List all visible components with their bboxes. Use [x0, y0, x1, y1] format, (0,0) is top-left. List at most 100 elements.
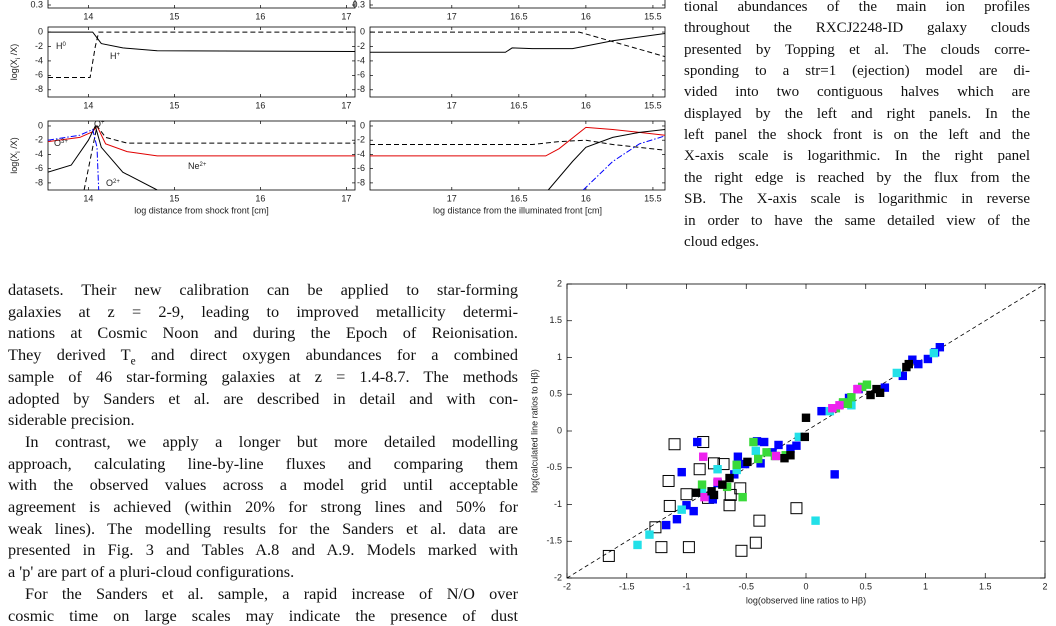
y-tick-label: -2 — [357, 41, 365, 51]
ion-base: O — [106, 178, 113, 188]
open-square — [655, 541, 668, 554]
y-tick-label: -6 — [35, 163, 43, 173]
data-square — [811, 516, 820, 525]
y-tick-label: -6 — [35, 70, 43, 80]
y-tick-label: -4 — [357, 55, 365, 65]
body-line: a 'p' are part of a pluri-cloud configur… — [8, 562, 295, 582]
data-square — [800, 432, 810, 442]
x-tick-label: 16 — [255, 11, 265, 21]
profile-line — [582, 135, 665, 190]
open-square — [790, 502, 803, 515]
y-tick-label: 0.5 — [549, 389, 562, 399]
data-square — [774, 440, 783, 450]
x-tick-label: 17 — [341, 193, 351, 203]
x-tick-label: 17 — [341, 100, 351, 110]
caption-line: tional abundances of the main ion profil… — [684, 0, 1030, 15]
y-tick-label: 0 — [38, 26, 43, 36]
data-square — [633, 540, 642, 550]
y-axis-label: log(Xi /X) — [9, 44, 22, 80]
data-square — [693, 437, 702, 447]
plot-content — [48, 31, 355, 78]
data-square — [835, 401, 844, 410]
x-tick-label: 17 — [447, 11, 457, 21]
ion-charge: + — [101, 120, 105, 126]
x-tick-label: -1 — [682, 581, 690, 591]
profile-line — [48, 125, 355, 157]
caption-line: X-axis scale is logarithmic. In the righ… — [684, 148, 1030, 165]
body-line: sample of 46 star-forming galaxies at z … — [8, 366, 518, 386]
data-square — [709, 490, 719, 500]
x-axis-label: log distance from the illuminated front … — [433, 205, 602, 215]
data-square — [853, 384, 862, 394]
data-square — [754, 454, 763, 464]
y-axis-label: log(calculated line ratios to Hβ) — [529, 369, 539, 493]
ion-label: H0 — [56, 41, 67, 51]
data-square — [914, 359, 923, 369]
ion-charge: 3+ — [61, 139, 68, 145]
y-tick-label: -2 — [554, 572, 562, 582]
y-tick-label: -8 — [35, 177, 43, 187]
x-tick-label: 17 — [447, 100, 457, 110]
data-square — [898, 371, 907, 381]
body-line: For the Sanders et al. sample, a rapid i… — [25, 583, 518, 603]
data-square — [904, 359, 913, 369]
data-square — [749, 437, 758, 447]
ion-label: O3+ — [54, 138, 68, 148]
open-square — [663, 499, 676, 512]
ion-base: Ne — [188, 161, 200, 171]
x-tick-label: 0 — [803, 581, 808, 591]
y-axis-label-part: i — [15, 58, 22, 59]
x-tick-label: 15.5 — [644, 11, 662, 21]
data-square — [738, 492, 747, 502]
data-square — [817, 406, 826, 416]
x-tick-label: 16.5 — [510, 11, 528, 21]
y-tick-label: 1.5 — [549, 315, 562, 325]
plot-frame — [47, 26, 356, 98]
profile-line — [48, 124, 158, 190]
y-tick-label: 1 — [557, 352, 562, 362]
y-tick-label: -6 — [357, 70, 365, 80]
open-square — [662, 474, 675, 487]
data-square — [697, 488, 707, 497]
profile-line — [48, 31, 355, 78]
y-tick-label: -0.5 — [546, 462, 562, 472]
y-tick-label: -1 — [554, 499, 562, 509]
plot-frame — [47, 0, 356, 9]
data-square — [645, 530, 654, 539]
data-square — [713, 477, 722, 486]
profile-line — [547, 129, 665, 190]
profile-line — [370, 126, 665, 157]
x-tick-label: 15 — [169, 193, 179, 203]
data-square — [862, 380, 872, 389]
data-square — [830, 470, 839, 479]
text-run: They derived T — [8, 345, 131, 365]
data-square — [697, 480, 707, 489]
x-tick-label: 1 — [923, 581, 928, 591]
open-square — [649, 521, 662, 534]
body-line: In contrast, we apply a longer but more … — [25, 431, 518, 451]
body-line: They derived Te and direct oxygen abunda… — [8, 345, 518, 367]
data-square — [733, 452, 743, 461]
body-line: datasets. Their new calibration can be a… — [8, 280, 518, 299]
caption-line: displayed by the left and right panels. … — [684, 105, 1030, 122]
data-square — [699, 452, 708, 461]
body-line: weak lines). The modelling results for t… — [8, 518, 518, 538]
open-square — [753, 514, 766, 527]
x-tick-label: -2 — [563, 581, 571, 591]
open-square — [668, 438, 681, 451]
data-square — [794, 432, 804, 442]
data-square — [708, 495, 717, 504]
x-tick-label: 2 — [1042, 581, 1047, 591]
y-tick-label: -8 — [357, 84, 365, 94]
x-tick-label: 17 — [341, 11, 351, 21]
body-line: agreement is achieved (within 20% for st… — [8, 497, 518, 516]
x-tick-label: 16 — [581, 11, 591, 21]
caption-line: left panel the shock front is on the lef… — [684, 127, 1030, 144]
ion-base: O — [54, 138, 61, 148]
ion-charge: 2+ — [200, 162, 207, 168]
x-tick-label: 14 — [83, 100, 93, 110]
y-tick-label: -2 — [35, 41, 43, 51]
x-tick-label: 15.5 — [644, 100, 662, 110]
profile-line — [370, 31, 665, 58]
